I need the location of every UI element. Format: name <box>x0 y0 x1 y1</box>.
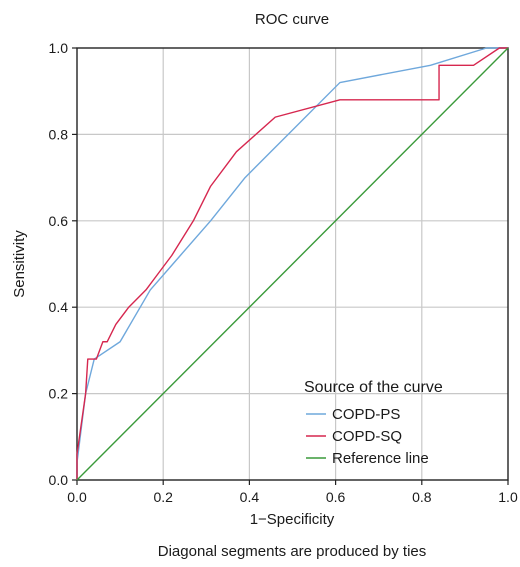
chart-title: ROC curve <box>255 11 329 28</box>
y-tick-label-4: 0.8 <box>49 126 69 142</box>
grid <box>77 48 508 480</box>
y-tick-label-3: 0.6 <box>49 213 69 229</box>
x-tick-label-4: 0.8 <box>412 489 432 505</box>
axis-ticks: 0.0 0.2 0.4 0.6 0.8 1.0 0.0 0.2 0.4 0.6 0.8 1.0 <box>49 40 518 505</box>
series-line-copd-sq <box>76 47 508 480</box>
x-tick-label-3: 0.6 <box>326 489 346 505</box>
series-line-reference-line <box>76 47 509 481</box>
legend: Source of the curve COPD-PS COPD-SQ Refere… <box>304 379 443 467</box>
x-tick-label-0: 0.0 <box>67 489 87 505</box>
y-tick-label-2: 0.4 <box>49 299 69 315</box>
y-tick-label-5: 1.0 <box>49 40 69 56</box>
x-axis-title: 1−Specificity <box>250 511 335 528</box>
x-tick-label-1: 0.2 <box>153 489 173 505</box>
plot-frame <box>76 47 509 481</box>
y-tick-label-0: 0.0 <box>49 472 69 488</box>
y-tick-label-1: 0.2 <box>49 386 69 402</box>
footnote: Diagonal segments are produced by ties <box>158 543 427 560</box>
legend-label-copd-sq: COPD-SQ <box>332 428 402 445</box>
x-tick-label-2: 0.4 <box>240 489 260 505</box>
series-lines <box>76 47 509 481</box>
legend-title: Source of the curve <box>304 379 443 396</box>
legend-label-copd-ps: COPD-PS <box>332 406 400 423</box>
legend-label-reference-line: Reference line <box>332 450 429 467</box>
x-tick-label-5: 1.0 <box>498 489 518 505</box>
y-axis-title: Sensitivity <box>11 230 28 298</box>
series-line-copd-ps <box>76 47 508 480</box>
